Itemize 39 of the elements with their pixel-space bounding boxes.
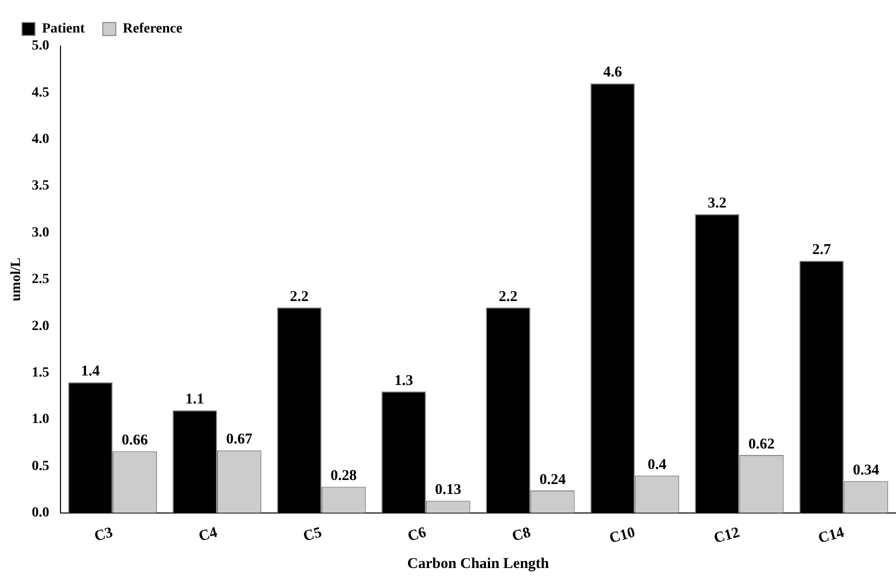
y-tick-label: 0.5 (32, 458, 50, 474)
data-label: 1.3 (394, 372, 414, 389)
data-label: 0.67 (226, 432, 253, 448)
data-label: 3.2 (708, 195, 726, 212)
data-label: 0.4 (648, 456, 667, 473)
x-tick-label: C5 (302, 524, 324, 545)
data-label: 0.34 (852, 462, 880, 479)
data-label: 0.13 (434, 482, 462, 498)
x-tick-label: C12 (712, 524, 742, 547)
x-tick-label: C14 (816, 524, 846, 547)
x-tick-label: C4 (197, 524, 220, 545)
y-tick-label: 4.0 (32, 132, 50, 147)
data-label: 2.2 (498, 288, 518, 305)
x-tick-label: C8 (510, 524, 532, 545)
legend-label: Reference (122, 22, 182, 37)
y-tick-label: 4.5 (32, 85, 50, 100)
y-axis-title: umol/L (9, 258, 24, 302)
y-tick-label: 0.0 (32, 506, 50, 521)
data-label: 0.62 (748, 436, 775, 452)
y-tick-label: 1.5 (32, 365, 50, 380)
y-tick-label: 5.0 (32, 38, 50, 54)
data-label: 1.4 (80, 364, 100, 380)
data-label: 1.1 (185, 392, 204, 408)
data-label: 2.7 (812, 242, 832, 258)
data-label: 0.66 (122, 432, 148, 449)
y-tick-label: 2.5 (32, 272, 50, 288)
x-axis-title: Carbon Chain Length (407, 556, 550, 572)
data-label: 0.28 (330, 468, 357, 484)
y-tick-label: 1.0 (32, 412, 50, 428)
legend-label: Patient (42, 22, 86, 37)
x-tick-label: C3 (92, 524, 115, 545)
x-tick-label: C10 (608, 524, 637, 547)
data-label: 4.6 (603, 64, 623, 81)
x-tick-label: C6 (406, 524, 428, 545)
y-tick-label: 3.0 (32, 225, 50, 240)
data-label: 2.2 (290, 288, 309, 305)
data-label: 0.24 (539, 472, 566, 488)
y-tick-label: 2.0 (32, 318, 50, 334)
y-tick-label: 3.5 (32, 178, 50, 194)
